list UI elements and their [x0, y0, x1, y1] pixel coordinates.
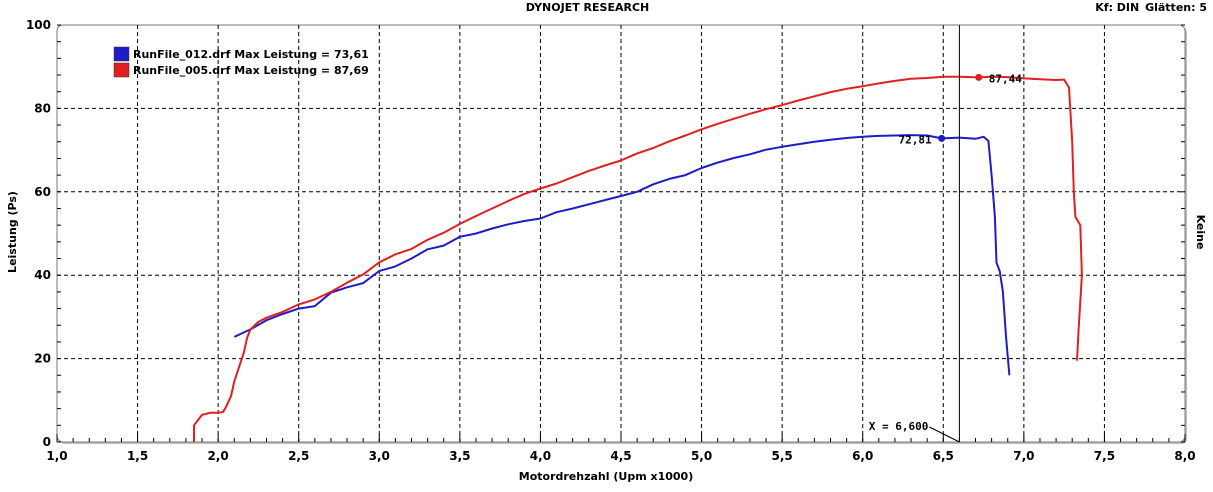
legend-entry-1: RunFile_012.drf Max Leistung = 73,61 — [133, 48, 369, 61]
x-tick-label: 7,0 — [1013, 449, 1034, 463]
legend-swatch-1 — [113, 46, 130, 62]
x-tick-label: 1,5 — [127, 449, 148, 463]
y-tick-label: 20 — [34, 352, 51, 366]
y-tick-label: 40 — [34, 268, 51, 282]
series-layer: 72,81 87,44 — [193, 72, 1083, 442]
x-axis-label: Motordrehzahl (Upm x1000) — [519, 470, 693, 483]
legend-swatch-2 — [113, 62, 130, 78]
series-marker-label-2: 87,44 — [989, 72, 1022, 85]
series-marker-1 — [938, 134, 946, 142]
x-tick-label: 3,5 — [449, 449, 470, 463]
y-tick-label: 0 — [43, 435, 51, 449]
x-tick-label: 2,5 — [288, 449, 309, 463]
right-axis-label: Keine — [1194, 215, 1207, 250]
y-tick-label: 80 — [34, 101, 51, 115]
chart-header-title: DYNOJET RESEARCH — [525, 1, 650, 14]
x-tick-label: 6,0 — [852, 449, 873, 463]
legend: RunFile_012.drf Max Leistung = 73,61 RunF… — [113, 46, 369, 78]
cursor-label: X = 6,600 — [869, 420, 929, 433]
x-tick-label: 6,5 — [933, 449, 954, 463]
smoothing-label: Glätten: 5 — [1145, 1, 1207, 14]
x-tick-label: 1,0 — [46, 449, 67, 463]
x-tick-label: 3,0 — [369, 449, 390, 463]
legend-entry-2: RunFile_005.drf Max Leistung = 87,69 — [133, 64, 369, 77]
x-tick-label: 5,0 — [691, 449, 712, 463]
x-tick-label: 7,5 — [1094, 449, 1115, 463]
x-tick-label: 4,5 — [610, 449, 631, 463]
grid — [57, 25, 1185, 442]
annotations: X = 6,600 — [869, 25, 960, 443]
cursor-leader — [929, 426, 960, 443]
y-tick-label: 60 — [34, 185, 51, 199]
x-tick-label: 2,0 — [208, 449, 229, 463]
chart-header-settings: Kf: DIN Glätten: 5 — [1093, 1, 1207, 14]
plot-area — [56, 24, 1186, 443]
series-line-1 — [233, 134, 1011, 376]
y-axis-label: Leistung (Ps) — [6, 191, 19, 273]
series-marker-2 — [975, 73, 983, 81]
series-marker-label-1: 72,81 — [899, 133, 932, 146]
series-line-2 — [193, 75, 1083, 442]
kf-label: Kf: DIN — [1095, 1, 1140, 14]
axis-ticks: 1,0 1,5 2,0 2,5 3,0 3,5 4,0 4,5 5,0 5,5 6,0 6,5 7,0 7… — [26, 18, 1196, 463]
x-tick-label: 5,5 — [772, 449, 793, 463]
x-tick-label: 4,0 — [530, 449, 551, 463]
y-tick-label: 100 — [26, 18, 51, 32]
x-tick-label: 8,0 — [1174, 449, 1195, 463]
